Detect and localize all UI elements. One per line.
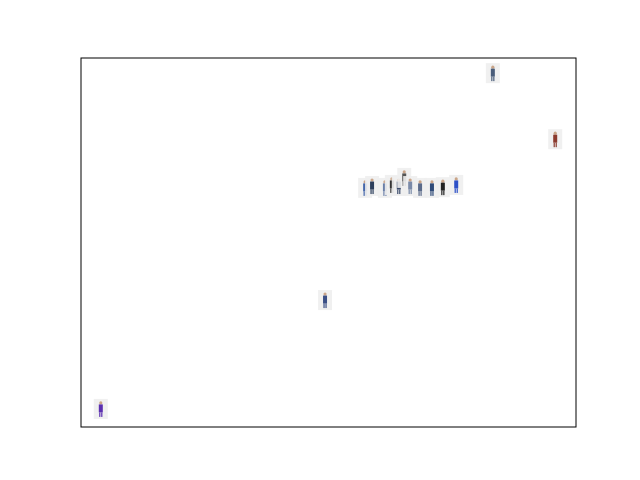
point bbox=[449, 175, 463, 195]
point bbox=[436, 177, 450, 197]
chart-root bbox=[0, 0, 640, 480]
marks bbox=[94, 63, 562, 419]
chart bbox=[0, 0, 640, 480]
point bbox=[486, 63, 500, 83]
plot-area bbox=[81, 58, 576, 427]
plot-frame bbox=[81, 58, 576, 427]
point bbox=[548, 129, 562, 149]
point bbox=[365, 176, 379, 196]
point bbox=[318, 290, 332, 310]
point bbox=[94, 399, 108, 419]
